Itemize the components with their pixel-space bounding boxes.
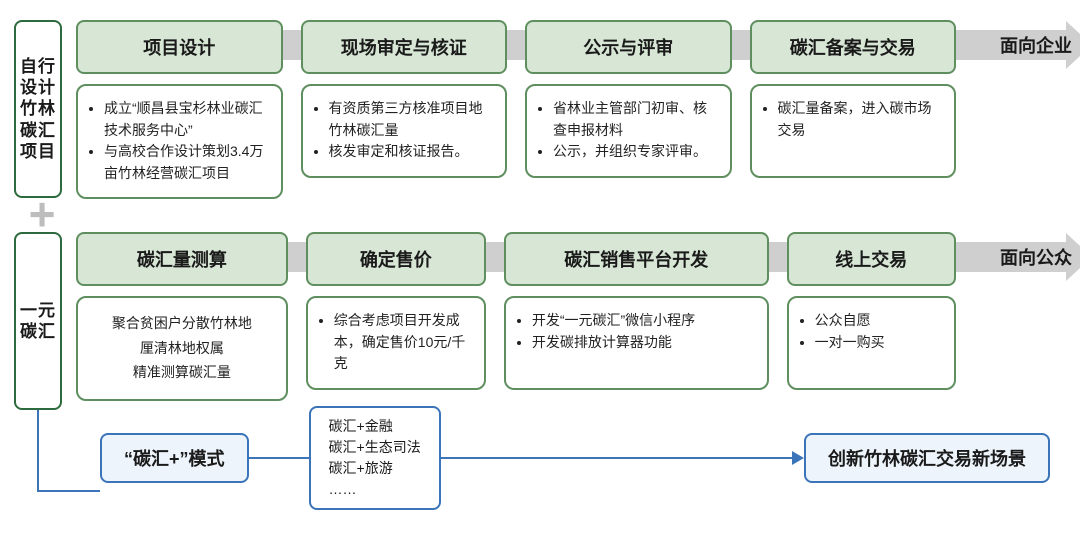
row2-step-1: 确定售价 综合考虑项目开发成本，确定售价10元/千克 [306, 232, 486, 401]
bullet: 省林业主管部门初审、核查申报材料 [553, 98, 716, 141]
bullet: 与高校合作设计策划3.4万亩竹林经营碳汇项目 [104, 141, 267, 184]
bullet: 碳汇量备案，进入碳市场交易 [778, 98, 941, 141]
row1-left-label: 自行设计竹林碳汇项目 [14, 20, 62, 198]
bullet: 开发碳排放计算器功能 [532, 332, 753, 354]
row2-step-1-title: 确定售价 [306, 232, 486, 286]
row1-step-3-body: 碳汇量备案，进入碳市场交易 [750, 84, 957, 178]
row2-step-3: 线上交易 公众自愿 一对一购买 [787, 232, 956, 401]
row2-steps-area: 面向公众 碳汇量测算 聚合贫困户分散竹林地 厘清林地权属 精准测算碳汇量 确定售… [76, 232, 1066, 410]
row2-left-label: 一元碳汇 [14, 232, 62, 410]
row1-step-2-title: 公示与评审 [525, 20, 732, 74]
row2-step-2-body: 开发“一元碳汇”微信小程序 开发碳排放计算器功能 [504, 296, 769, 390]
bullet: 公众自愿 [815, 310, 940, 332]
mode-item: 碳汇+金融 [329, 416, 421, 437]
blue-line-2 [441, 457, 792, 459]
row2-step-0-title: 碳汇量测算 [76, 232, 288, 286]
row2-step-1-body: 综合考虑项目开发成本，确定售价10元/千克 [306, 296, 486, 390]
row1-step-3-title: 碳汇备案与交易 [750, 20, 957, 74]
row1-step-1-body: 有资质第三方核准项目地竹林碳汇量 核发审定和核证报告。 [301, 84, 508, 178]
bullet: 成立“顺昌县宝杉林业碳汇技术服务中心” [104, 98, 267, 141]
row2-step-3-body: 公众自愿 一对一购买 [787, 296, 956, 390]
line: 聚合贫困户分散竹林地 [92, 313, 272, 335]
row1-step-1-title: 现场审定与核证 [301, 20, 508, 74]
result-box: 创新竹林碳汇交易新场景 [804, 433, 1050, 483]
blue-arrowhead-icon [792, 451, 804, 465]
bullet: 综合考虑项目开发成本，确定售价10元/千克 [334, 310, 470, 375]
line: 精准测算碳汇量 [92, 362, 272, 384]
row1-step-1: 现场审定与核证 有资质第三方核准项目地竹林碳汇量 核发审定和核证报告。 [301, 20, 508, 199]
blue-line-1 [249, 457, 309, 459]
row2-step-3-title: 线上交易 [787, 232, 956, 286]
row1-left-label-text: 自行设计竹林碳汇项目 [20, 56, 56, 162]
row2-steps: 碳汇量测算 聚合贫困户分散竹林地 厘清林地权属 精准测算碳汇量 确定售价 综合考… [76, 232, 1066, 401]
bullet: 一对一购买 [815, 332, 940, 354]
bullet: 公示，并组织专家评审。 [553, 141, 716, 163]
bullet: 有资质第三方核准项目地竹林碳汇量 [329, 98, 492, 141]
row2-left-label-text: 一元碳汇 [20, 300, 56, 343]
row1-step-0-body: 成立“顺昌县宝杉林业碳汇技术服务中心” 与高校合作设计策划3.4万亩竹林经营碳汇… [76, 84, 283, 199]
connector-vertical [37, 410, 39, 490]
mode-item: …… [329, 479, 421, 500]
row1-step-2: 公示与评审 省林业主管部门初审、核查申报材料 公示，并组织专家评审。 [525, 20, 732, 199]
row2-step-2-title: 碳汇销售平台开发 [504, 232, 769, 286]
row1-step-0: 项目设计 成立“顺昌县宝杉林业碳汇技术服务中心” 与高校合作设计策划3.4万亩竹… [76, 20, 283, 199]
row-enterprise: 自行设计竹林碳汇项目 面向企业 项目设计 成立“顺昌县宝杉林业碳汇技术服务中心”… [14, 20, 1066, 198]
row1-step-0-title: 项目设计 [76, 20, 283, 74]
row1-arrow-label: 面向企业 [1000, 32, 1072, 58]
row1-step-3: 碳汇备案与交易 碳汇量备案，进入碳市场交易 [750, 20, 957, 199]
bullet: 核发审定和核证报告。 [329, 141, 492, 163]
mode-item: 碳汇+旅游 [329, 458, 421, 479]
row1-steps: 项目设计 成立“顺昌县宝杉林业碳汇技术服务中心” 与高校合作设计策划3.4万亩竹… [76, 20, 1066, 199]
row1-step-2-body: 省林业主管部门初审、核查申报材料 公示，并组织专家评审。 [525, 84, 732, 178]
row-public: 一元碳汇 面向公众 碳汇量测算 聚合贫困户分散竹林地 厘清林地权属 精准测算碳汇… [14, 232, 1066, 410]
row2-step-0-body: 聚合贫困户分散竹林地 厘清林地权属 精准测算碳汇量 [76, 296, 288, 401]
line: 厘清林地权属 [92, 338, 272, 360]
row2-arrow-label: 面向公众 [1000, 244, 1072, 270]
mode-items-box: 碳汇+金融 碳汇+生态司法 碳汇+旅游 …… [309, 406, 441, 510]
plus-icon: + [22, 194, 62, 234]
bottom-row: “碳汇+”模式 碳汇+金融 碳汇+生态司法 碳汇+旅游 …… 创新竹林碳汇交易新… [100, 406, 1050, 510]
row2-step-2: 碳汇销售平台开发 开发“一元碳汇”微信小程序 开发碳排放计算器功能 [504, 232, 769, 401]
row2-step-0: 碳汇量测算 聚合贫困户分散竹林地 厘清林地权属 精准测算碳汇量 [76, 232, 288, 401]
mode-title-box: “碳汇+”模式 [100, 433, 249, 483]
bullet: 开发“一元碳汇”微信小程序 [532, 310, 753, 332]
connector-horizontal [37, 490, 100, 492]
row1-steps-area: 面向企业 项目设计 成立“顺昌县宝杉林业碳汇技术服务中心” 与高校合作设计策划3… [76, 20, 1066, 198]
mode-item: 碳汇+生态司法 [329, 437, 421, 458]
